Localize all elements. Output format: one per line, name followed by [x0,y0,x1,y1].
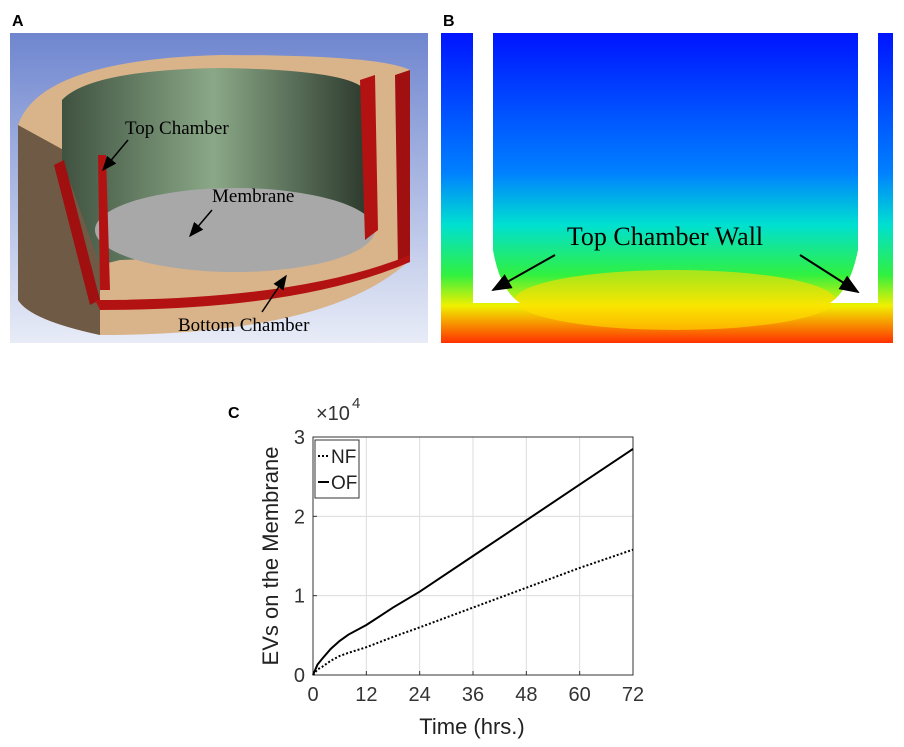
x-tick-label: 48 [515,684,537,706]
y-multiplier-exponent: 4 [352,395,360,412]
y-tick-label: 2 [294,506,305,528]
label: Membrane [212,186,294,207]
x-tick-label: 72 [622,684,644,706]
y-tick-label: 3 [294,427,305,449]
y-multiplier: ×10 [316,403,350,425]
figure: A Top Chamber Membrane Bottom Chamber B … [0,0,904,747]
label: Bottom Chamber [178,315,310,336]
page: A Top Chamber Membrane Bottom Chamber B … [0,0,904,747]
x-tick-label: 36 [462,684,484,706]
y-tick-label: 0 [294,665,305,687]
x-tick-label: 60 [569,684,591,706]
legend-label: OF [331,473,357,494]
panel-letter: C [228,405,240,422]
x-tick-label: 0 [307,684,318,706]
x-axis-label: Time (hrs.) [419,714,525,739]
label: Top Chamber Wall [567,222,763,251]
label: Top Chamber [125,118,229,139]
y-tick-label: 1 [294,586,305,608]
x-tick-label: 12 [355,684,377,706]
legend-label: NF [331,447,356,468]
y-axis-label: EVs on the Membrane [258,447,283,666]
panel-letter: B [443,13,455,30]
x-tick-label: 24 [409,684,431,706]
panel-b-image [441,33,893,343]
panel-letter: A [12,13,24,30]
